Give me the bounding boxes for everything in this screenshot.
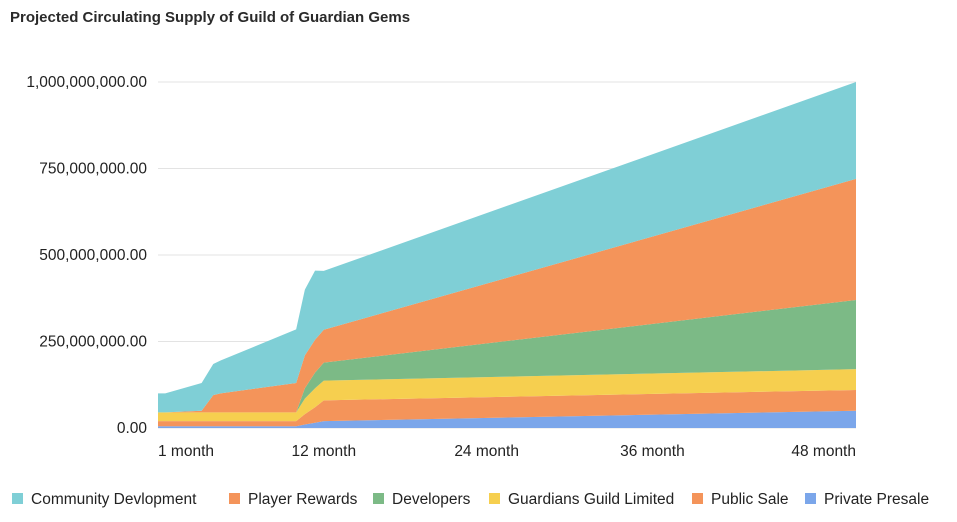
legend-label: Developers [392,491,471,508]
legend-item[interactable]: Private Presale [805,491,929,508]
x-axis: 1 month 12 month 24 month 36 month 48 month [158,443,856,460]
legend-swatch [489,493,500,504]
x-tick-label: 24 month [454,443,519,460]
legend-label: Community Devlopment [31,491,197,508]
legend-label: Player Rewards [248,491,358,508]
legend-swatch [805,493,816,504]
area-series-public-sale [158,389,856,427]
legend-swatch [373,493,384,504]
y-axis: 0.00 250,000,000.00 500,000,000.00 750,000,… [26,74,147,437]
legend-swatch [12,493,23,504]
x-tick-label: 48 month [791,443,856,460]
legend-swatch [229,493,240,504]
y-tick-label: 1,000,000,000.00 [26,74,147,91]
legend-label: Public Sale [711,491,789,508]
x-tick-label: 36 month [620,443,685,460]
legend-item[interactable]: Community Devlopment [12,491,197,508]
legend-item[interactable]: Developers [373,491,471,508]
x-tick-label: 12 month [291,443,356,460]
area-series-player-rewards [158,178,856,413]
plot-area [158,82,856,428]
legend-item[interactable]: Public Sale [692,491,789,508]
area-series-private-presale [158,410,856,428]
legend-item[interactable]: Player Rewards [229,491,358,508]
y-tick-label: 0.00 [117,420,148,437]
legend-swatch [692,493,703,504]
area-series-community-devlopment [158,82,856,413]
chart-title: Projected Circulating Supply of Guild of… [10,9,410,26]
y-tick-label: 500,000,000.00 [39,247,147,264]
legend: Community Devlopment Player Rewards Develo… [12,491,929,508]
legend-item[interactable]: Guardians Guild Limited [489,491,674,508]
legend-label: Guardians Guild Limited [508,491,674,508]
y-tick-label: 250,000,000.00 [39,334,147,351]
legend-label: Private Presale [824,491,929,508]
x-tick-label: 1 month [158,443,214,460]
area-series-developers [158,299,856,413]
area-series-guardians-guild-limited [158,369,856,422]
y-tick-label: 750,000,000.00 [39,161,147,178]
